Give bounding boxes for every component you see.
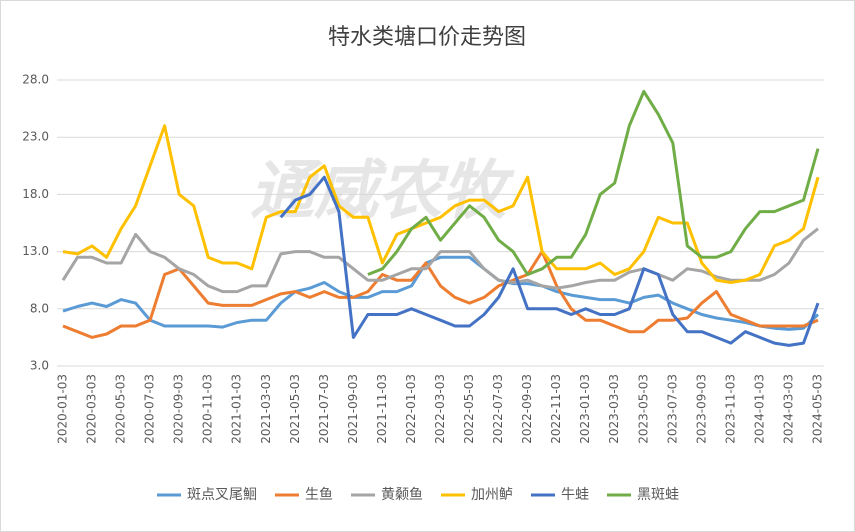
x-tick-label: 2020-01-03 — [56, 374, 70, 444]
y-tick-label: 13.0 — [22, 244, 49, 258]
series-line — [279, 175, 820, 347]
x-tick-label: 2022-07-03 — [491, 374, 505, 444]
x-tick-label: 2021-05-03 — [288, 374, 302, 444]
x-tick-label: 2020-07-03 — [143, 374, 157, 444]
x-tick-label: 2022-11-03 — [549, 374, 563, 444]
x-tick-label: 2023-11-03 — [723, 374, 737, 444]
x-tick-label: 2021-07-03 — [317, 374, 331, 444]
x-tick-label: 2022-03-03 — [433, 374, 447, 444]
x-tick-label: 2024-01-03 — [752, 374, 766, 444]
x-tick-label: 2020-03-03 — [85, 374, 99, 444]
x-tick-label: 2021-09-03 — [346, 374, 360, 444]
y-tick-label: 28.0 — [22, 73, 49, 87]
x-tick-label: 2022-09-03 — [520, 374, 534, 444]
x-tick-label: 2023-05-03 — [636, 374, 650, 444]
legend-label: 牛蛙 — [561, 487, 589, 503]
x-tick-label: 2023-07-03 — [665, 374, 679, 444]
x-tick-label: 2023-03-03 — [607, 374, 621, 444]
x-tick-label: 2020-05-03 — [114, 374, 128, 444]
x-tick-label: 2020-09-03 — [172, 374, 186, 444]
x-tick-label: 2024-05-03 — [811, 374, 825, 444]
series-line — [62, 124, 820, 284]
legend-label: 生鱼 — [305, 486, 333, 503]
x-tick-label: 2024-03-03 — [781, 374, 795, 444]
x-tick-label: 2022-01-03 — [404, 374, 418, 444]
x-tick-label: 2021-11-03 — [375, 374, 389, 444]
series-line — [62, 250, 819, 339]
y-tick-label: 8.0 — [30, 301, 49, 315]
series-line — [367, 89, 820, 276]
series-line — [62, 255, 820, 331]
legend-label: 加州鲈 — [471, 487, 513, 503]
y-tick-label: 18.0 — [22, 187, 49, 201]
x-tick-label: 2022-05-03 — [462, 374, 476, 444]
legend-label: 黄颡鱼 — [381, 486, 423, 503]
chart-title: 特水类塘口价走势图 — [328, 25, 526, 50]
y-tick-label: 3.0 — [30, 359, 49, 373]
x-tick-label: 2021-03-03 — [259, 374, 273, 444]
x-tick-label: 2023-09-03 — [694, 374, 708, 444]
legend-label: 斑点叉尾鮰 — [187, 487, 257, 503]
x-tick-label: 2021-01-03 — [230, 374, 244, 444]
legend-label: 黑斑蛙 — [637, 487, 679, 503]
x-tick-label: 2020-11-03 — [201, 374, 215, 444]
watermark: 通威农牧 — [250, 155, 515, 229]
y-tick-label: 23.0 — [22, 130, 49, 144]
series-line — [61, 227, 819, 294]
x-tick-label: 2023-01-03 — [578, 374, 592, 444]
